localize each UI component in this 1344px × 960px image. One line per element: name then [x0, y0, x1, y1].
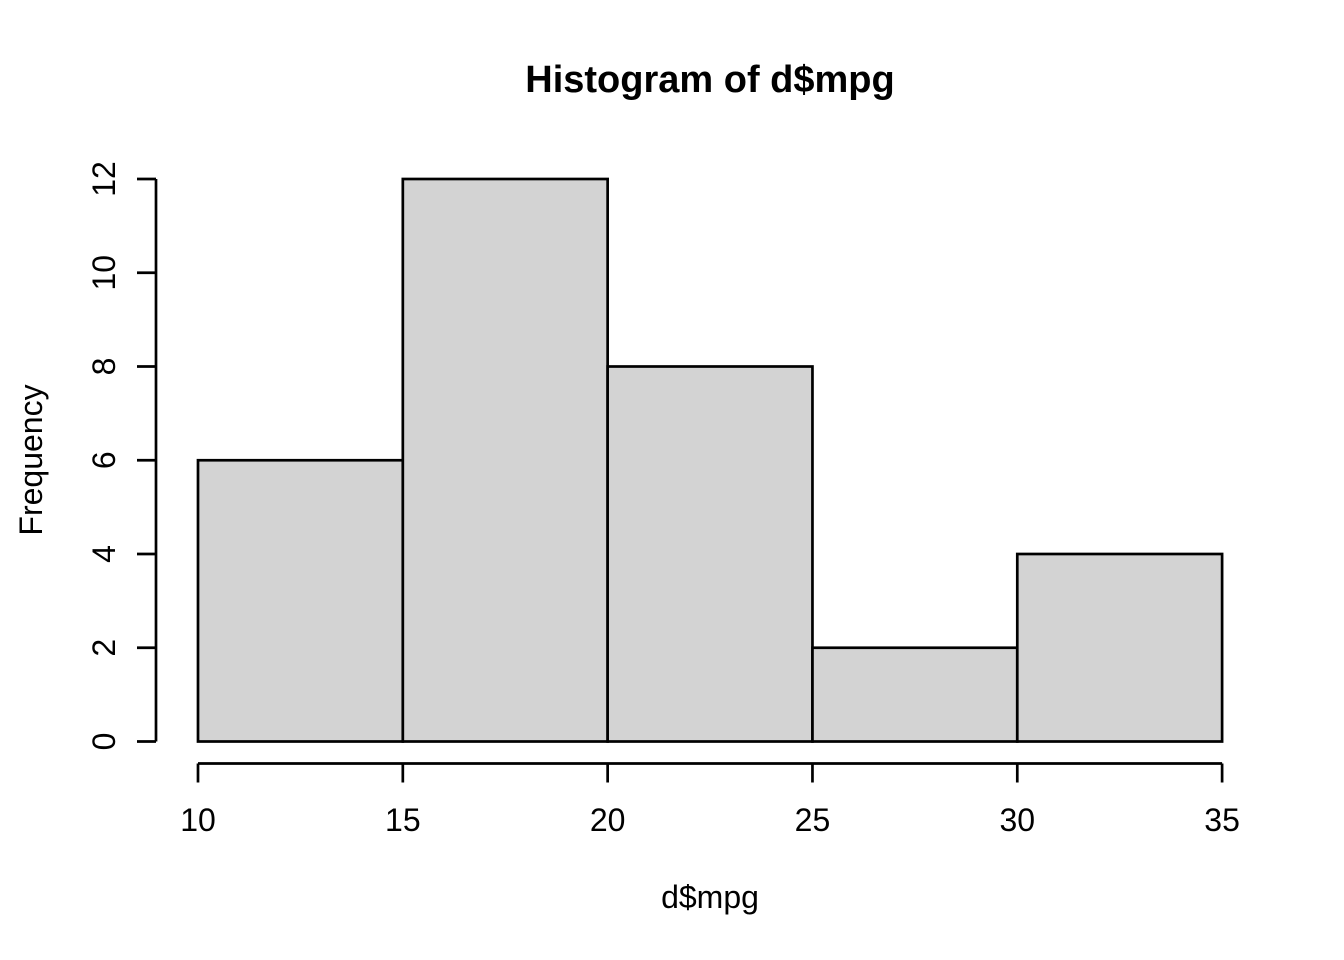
x-tick-label: 15	[385, 802, 421, 838]
bars-group	[196, 177, 1224, 743]
y-tick-label: 0	[86, 733, 122, 751]
histogram-bar	[606, 365, 814, 743]
x-axis: 10 15 20 25 30 35	[180, 762, 1240, 838]
y-axis: 0 2 4 6 8 10 12	[86, 161, 158, 751]
x-axis-title: d$mpg	[661, 879, 759, 915]
x-tick-label: 30	[999, 802, 1035, 838]
histogram-bar	[401, 177, 609, 743]
y-tick-label: 10	[86, 255, 122, 291]
y-tick-label: 2	[86, 639, 122, 657]
y-tick-label: 6	[86, 451, 122, 469]
x-tick-label: 20	[590, 802, 626, 838]
x-tick-label: 25	[795, 802, 831, 838]
x-tick-label: 35	[1204, 802, 1240, 838]
y-tick-label: 12	[86, 161, 122, 197]
histogram-bar	[196, 458, 405, 743]
y-tick-label: 8	[86, 358, 122, 376]
x-tick-label: 10	[180, 802, 216, 838]
y-tick-label: 4	[86, 545, 122, 563]
y-axis-title: Frequency	[13, 384, 49, 535]
histogram-bar	[811, 646, 1019, 743]
histogram-bar	[1015, 552, 1224, 743]
chart-title: Histogram of d$mpg	[525, 59, 894, 101]
